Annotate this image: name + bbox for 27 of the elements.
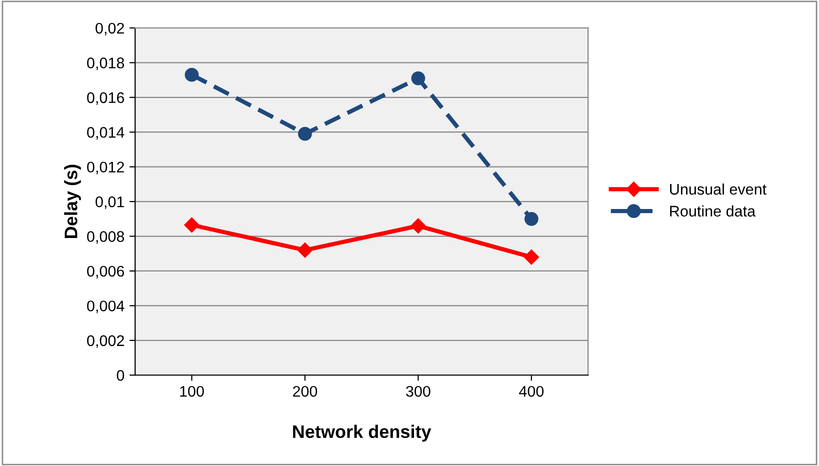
point xyxy=(524,212,538,226)
y-tick-label: 0 xyxy=(116,370,124,381)
y-tick-label: 0,016 xyxy=(87,92,124,105)
y-tick-label: 0,004 xyxy=(87,300,124,314)
y-tick-label: 0,018 xyxy=(87,58,124,70)
y-tick-label: 0,012 xyxy=(87,162,124,174)
point xyxy=(411,71,426,86)
y-tick-label: 0,014 xyxy=(87,126,124,140)
legend-label: Unusual event xyxy=(670,183,766,195)
x-tick-label: 200 xyxy=(293,386,318,397)
y-tick-label: 0,008 xyxy=(87,231,124,244)
y-tick-label: 0,002 xyxy=(87,335,124,348)
y-tick-label: 0,01 xyxy=(96,196,124,210)
x-tick-label: 300 xyxy=(406,386,430,397)
x-tick-label: 400 xyxy=(519,386,544,397)
point xyxy=(298,126,312,141)
point xyxy=(524,250,539,265)
y-tick-label: 0,02 xyxy=(96,22,124,36)
y-tick-label: 0,006 xyxy=(87,266,124,278)
x-axis-title: Network density xyxy=(293,424,432,442)
legend-label: Routine data xyxy=(670,205,756,217)
y-axis-title: Delay (s) xyxy=(64,164,81,238)
x-tick-label: 100 xyxy=(180,386,204,397)
point xyxy=(297,242,313,258)
point xyxy=(410,218,426,234)
point xyxy=(184,68,199,82)
point xyxy=(184,217,200,233)
